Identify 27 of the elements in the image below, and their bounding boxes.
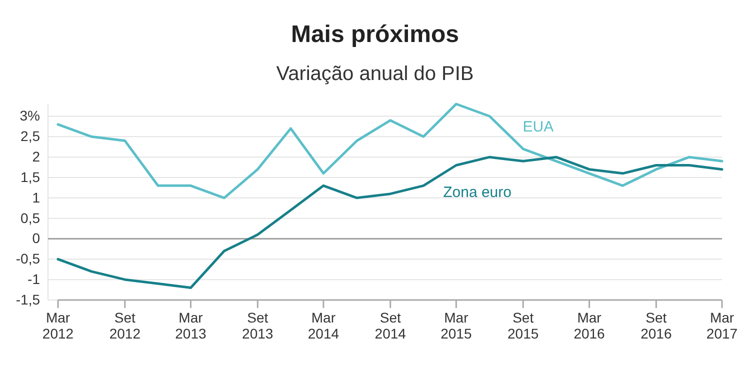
y-tick-label: 2,5 <box>20 128 40 144</box>
x-tick-label: Mar 2013 <box>175 310 207 342</box>
x-tick-label: Set 2016 <box>640 310 672 342</box>
x-tick-label: Set 2012 <box>109 310 141 342</box>
x-tick-label: Mar 2014 <box>308 310 340 342</box>
series-label: EUA <box>522 118 554 136</box>
x-tick-label: Mar 2012 <box>42 310 74 342</box>
y-tick-label: -1,5 <box>16 291 40 308</box>
y-tick-label: 1,5 <box>20 168 40 185</box>
line-series <box>56 102 724 200</box>
line-series <box>56 156 724 289</box>
x-tick-label: Mar 2016 <box>574 310 606 342</box>
y-tick-label: 0,5 <box>20 210 40 226</box>
series-label: Zona euro <box>443 184 512 202</box>
y-tick-label: 3% <box>20 108 40 124</box>
y-tick-label: 1 <box>32 189 40 206</box>
y-tick-label: -1 <box>28 271 40 288</box>
x-tick-label: Set 2015 <box>508 310 539 342</box>
x-tick-label: Mar 2017 <box>706 310 738 342</box>
x-tick-label: Mar 2015 <box>440 310 472 342</box>
y-tick-label: -0,5 <box>16 250 40 267</box>
y-tick-label: 0 <box>32 230 40 246</box>
y-tick-label: 2 <box>32 148 40 165</box>
x-tick-label: Set 2014 <box>374 310 406 342</box>
chart-title: Mais próximos <box>290 21 460 48</box>
x-tick-label: Set 2013 <box>242 310 274 342</box>
chart-subtitle: Variação anual do PIB <box>276 63 474 85</box>
